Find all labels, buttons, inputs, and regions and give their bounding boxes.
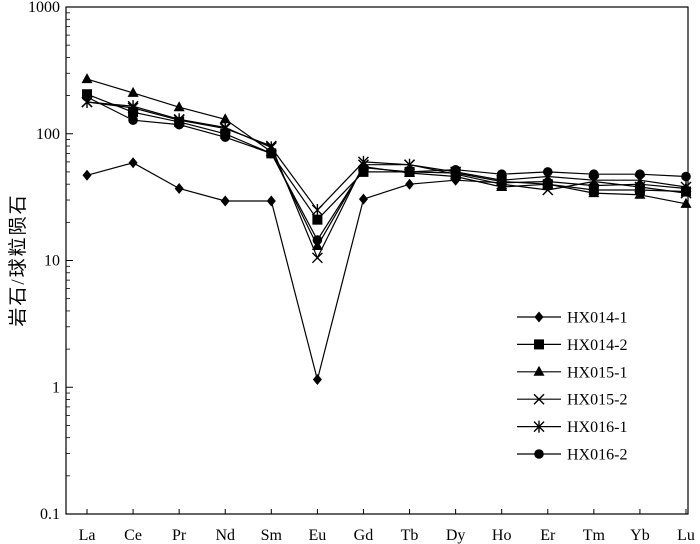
data-point [589, 169, 599, 179]
y-tick-label: 0.1 [40, 506, 60, 523]
x-tick-label: Tb [401, 527, 419, 544]
data-point [533, 365, 545, 376]
series-hx016-1 [81, 96, 692, 217]
x-axis-ticks: La Ce Pr Nd Sm Eu Gd Tb Dy Ho Er Tm Yb Lu [79, 509, 695, 544]
series-hx014-2 [82, 89, 691, 225]
data-point [311, 240, 323, 251]
data-point [81, 73, 93, 84]
series-layer [81, 73, 692, 386]
data-point [312, 235, 323, 245]
legend: HX014-1 HX014-2 HX015-1 HX015-2 HX016-1 HX016… [517, 310, 627, 464]
data-point [127, 86, 139, 97]
series-line [86, 78, 687, 248]
data-point [220, 195, 230, 207]
data-point [534, 311, 544, 323]
y-axis-label: 岩石/球粒陨石 [7, 193, 29, 326]
data-point [450, 164, 461, 175]
data-point [174, 119, 184, 130]
data-point [311, 204, 323, 217]
data-point [311, 252, 323, 264]
x-tick-label: Eu [308, 527, 326, 544]
y-tick-label: 1 [52, 379, 60, 396]
data-point [174, 182, 184, 194]
data-point [496, 169, 507, 179]
data-point [681, 171, 691, 182]
legend-item: HX014-2 [517, 337, 627, 354]
series-line [86, 101, 687, 212]
data-point [312, 374, 322, 386]
legend-item: HX014-1 [517, 310, 627, 327]
y-axis-ticks: 0.1 1 10 100 1000 [28, 0, 73, 523]
data-point [82, 169, 92, 181]
x-tick-label: Lu [677, 527, 695, 544]
x-tick-label: Dy [446, 527, 466, 544]
data-point [173, 101, 185, 112]
legend-item: HX016-2 [517, 447, 627, 464]
legend-item: HX015-2 [517, 392, 627, 409]
data-point [82, 92, 92, 102]
legend-label: HX016-1 [567, 419, 627, 436]
x-tick-label: Ce [124, 527, 142, 544]
x-tick-label: Gd [354, 527, 374, 544]
data-point [312, 214, 323, 225]
series-hx015-1 [81, 73, 692, 251]
data-point [220, 132, 231, 142]
y-tick-label: 100 [36, 126, 60, 143]
data-point [404, 167, 415, 177]
data-point [219, 121, 231, 134]
plot-frame [65, 6, 689, 515]
data-point [542, 184, 554, 196]
data-point [219, 113, 231, 124]
data-point [266, 195, 276, 207]
legend-item: HX015-1 [517, 364, 627, 381]
data-point [542, 178, 554, 189]
data-point [128, 157, 138, 169]
data-point [533, 420, 545, 433]
data-point [405, 178, 415, 190]
legend-item: HX016-1 [517, 419, 627, 436]
x-tick-label: La [79, 527, 96, 544]
legend-label: HX016-2 [567, 447, 627, 464]
x-tick-label: Ho [492, 527, 512, 544]
data-point [127, 100, 139, 113]
data-point [635, 169, 645, 179]
data-point [358, 162, 369, 173]
x-tick-label: Nd [215, 527, 235, 544]
data-point [542, 167, 553, 177]
series-line [86, 101, 687, 260]
series-line [86, 96, 687, 242]
data-point [680, 181, 692, 194]
legend-label: HX014-1 [567, 310, 627, 327]
legend-label: HX014-2 [567, 337, 627, 354]
legend-label: HX015-1 [567, 364, 627, 381]
legend-label: HX015-2 [567, 392, 627, 409]
series-hx016-2 [82, 92, 691, 245]
x-tick-label: Tm [583, 527, 606, 544]
series-line [86, 162, 687, 380]
y-tick-label: 10 [44, 253, 60, 270]
x-tick-label: Sm [261, 527, 283, 544]
data-point [358, 193, 368, 205]
data-point [533, 393, 545, 405]
data-point [680, 197, 692, 208]
data-point [534, 449, 544, 459]
series-line [86, 93, 687, 221]
data-point [588, 187, 600, 198]
data-point [266, 148, 277, 159]
x-tick-label: Er [540, 527, 556, 544]
data-point [534, 339, 544, 350]
x-tick-label: Pr [172, 527, 187, 544]
data-point [634, 188, 646, 199]
data-point [128, 115, 138, 125]
x-tick-label: Yb [630, 527, 650, 544]
y-tick-label: 1000 [28, 0, 60, 16]
